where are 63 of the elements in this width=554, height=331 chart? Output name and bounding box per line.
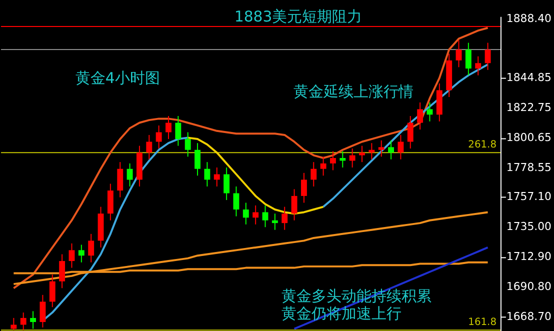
line-series [186, 136, 324, 215]
candlestick [214, 167, 220, 187]
candlestick [426, 102, 433, 122]
candlestick [291, 188, 298, 221]
annotation: 黄金4小时图 [75, 68, 160, 87]
y-tick-label: 1712.90 [506, 250, 552, 264]
candlestick [340, 150, 346, 168]
candlestick [146, 134, 152, 160]
candlestick [10, 317, 17, 331]
candlestick [68, 242, 75, 268]
annotation: 黄金延续上涨行情 [293, 82, 414, 101]
y-tick-label: 1757.10 [506, 190, 552, 204]
candlestick [20, 312, 26, 331]
candlestick [272, 213, 278, 230]
candlestick [166, 115, 172, 140]
candlestick [126, 162, 133, 187]
y-tick-label: 1778.55 [506, 161, 552, 174]
candlestick [456, 40, 462, 68]
candlestick [204, 162, 210, 187]
candlestick [407, 115, 414, 150]
candlestick [107, 183, 114, 221]
candlestick [252, 204, 259, 225]
candlestick [310, 162, 317, 187]
candlestick [88, 233, 94, 263]
candlestick [233, 186, 240, 217]
annotation: 161.8 [468, 317, 497, 328]
y-tick-label: 1800.65 [506, 131, 552, 144]
candlestick [30, 310, 36, 330]
y-tick-label: 1668.70 [506, 310, 552, 323]
candlestick [78, 244, 84, 263]
y-tick-label: 1844.85 [506, 71, 552, 84]
annotation: 261.8 [468, 140, 497, 151]
candlestick [194, 142, 200, 176]
candlestick [330, 150, 336, 171]
candlestick [388, 140, 394, 160]
candlestick [156, 124, 162, 150]
line-series [12, 211, 489, 286]
candlestick [262, 204, 268, 228]
y-tick-label: 1690.80 [506, 280, 552, 294]
y-tick-label: 1888.40 [506, 12, 552, 26]
ref-line-label: 1883美元短期阻力 [234, 8, 362, 26]
candlestick [368, 142, 375, 160]
candlestick [465, 42, 472, 76]
candlestick [242, 202, 249, 225]
candlestick [378, 140, 384, 158]
candlestick [40, 294, 46, 328]
candlestick [320, 156, 326, 176]
candlestick [59, 254, 66, 289]
candlestick [282, 206, 288, 230]
candlestick [349, 148, 356, 168]
candlestick [398, 134, 404, 160]
candlestick [117, 162, 124, 198]
candlestick [184, 132, 191, 158]
y-tick-label: 1735.00 [506, 220, 552, 234]
candlestick [359, 145, 365, 163]
y-tick-label: 1822.75 [506, 101, 552, 114]
candlestick [475, 56, 482, 76]
candlestick [417, 102, 424, 130]
candlestick [224, 167, 230, 201]
candlestick [175, 115, 182, 146]
candlestick [300, 172, 307, 204]
candlestick [49, 274, 56, 308]
candlestick [484, 42, 491, 70]
